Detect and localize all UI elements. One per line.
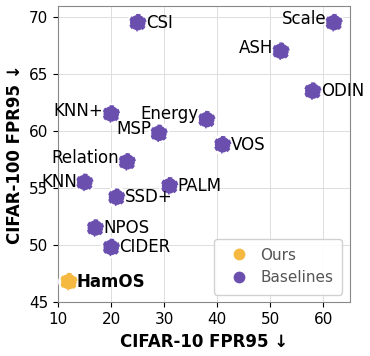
- Text: NPOS: NPOS: [103, 219, 149, 237]
- Point: [108, 245, 114, 250]
- Text: CSI: CSI: [146, 14, 172, 32]
- Point: [124, 159, 130, 165]
- Point: [66, 279, 72, 284]
- Point: [156, 131, 162, 136]
- Text: ODIN: ODIN: [321, 82, 364, 100]
- Point: [82, 179, 88, 185]
- Point: [278, 48, 284, 54]
- Text: SSD+: SSD+: [124, 188, 172, 206]
- Point: [108, 111, 114, 117]
- Point: [220, 142, 226, 148]
- Point: [114, 194, 120, 200]
- Point: [108, 245, 114, 250]
- Point: [92, 225, 98, 231]
- Point: [114, 194, 120, 200]
- Point: [278, 48, 284, 54]
- Legend: Ours, Baselines: Ours, Baselines: [214, 239, 342, 294]
- Text: Energy: Energy: [141, 105, 199, 123]
- Text: PALM: PALM: [178, 177, 222, 195]
- Point: [220, 142, 226, 148]
- Point: [204, 117, 210, 122]
- Point: [135, 20, 141, 26]
- Point: [166, 183, 172, 189]
- Point: [156, 131, 162, 136]
- Point: [124, 159, 130, 165]
- Point: [82, 179, 88, 185]
- Point: [310, 88, 316, 94]
- Point: [310, 88, 316, 94]
- Point: [135, 20, 141, 26]
- Text: MSP: MSP: [116, 120, 151, 138]
- Point: [82, 179, 88, 185]
- Point: [331, 20, 337, 26]
- Text: KNN: KNN: [41, 173, 77, 192]
- Y-axis label: CIFAR-100 FPR95 ↓: CIFAR-100 FPR95 ↓: [6, 64, 24, 244]
- Point: [108, 111, 114, 117]
- Point: [310, 88, 316, 94]
- Point: [92, 225, 98, 231]
- Point: [108, 245, 114, 250]
- Text: Relation: Relation: [51, 150, 119, 167]
- Point: [204, 117, 210, 122]
- Text: HamOS: HamOS: [77, 273, 145, 290]
- Point: [156, 131, 162, 136]
- Point: [114, 194, 120, 200]
- Point: [135, 20, 141, 26]
- Point: [166, 183, 172, 189]
- Text: Scale: Scale: [281, 10, 326, 28]
- Text: KNN+: KNN+: [54, 101, 103, 120]
- Point: [331, 20, 337, 26]
- Point: [166, 183, 172, 189]
- Point: [220, 142, 226, 148]
- Point: [204, 117, 210, 122]
- Text: ASH: ASH: [239, 39, 273, 57]
- Point: [92, 225, 98, 231]
- Point: [331, 20, 337, 26]
- Point: [124, 159, 130, 165]
- Point: [66, 279, 72, 284]
- Point: [108, 111, 114, 117]
- Text: VOS: VOS: [231, 136, 265, 154]
- Text: CIDER: CIDER: [119, 239, 171, 256]
- Point: [278, 48, 284, 54]
- X-axis label: CIFAR-10 FPR95 ↓: CIFAR-10 FPR95 ↓: [120, 333, 288, 350]
- Point: [66, 279, 72, 284]
